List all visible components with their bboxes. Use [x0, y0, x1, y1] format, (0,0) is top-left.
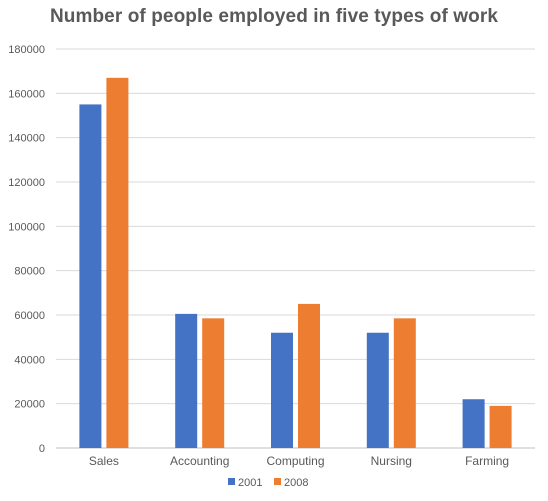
y-tick-label: 20000	[14, 399, 45, 411]
y-tick-label: 80000	[14, 266, 45, 278]
tick-labels: 0 20000 40000 60000 80000 100000 120000 140000 1…	[8, 44, 509, 468]
bar-computing-2001	[271, 332, 293, 448]
y-tick-label: 140000	[8, 133, 45, 145]
bar-sales-2001	[79, 104, 102, 449]
x-tick-label: Nursing	[371, 454, 412, 468]
y-tick-label: 40000	[14, 354, 45, 366]
x-tick-label: Accounting	[170, 454, 229, 468]
gridlines	[56, 48, 535, 405]
bars	[79, 77, 512, 449]
bar-farming-2008	[489, 405, 512, 448]
bar-nursing-2001	[366, 332, 389, 448]
bar-accounting-2008	[202, 318, 225, 448]
x-tick-label: Sales	[89, 454, 119, 468]
y-tick-label: 60000	[14, 310, 45, 322]
y-tick-label: 120000	[8, 177, 45, 189]
legend-swatch	[228, 478, 235, 485]
y-tick-label: 100000	[8, 221, 45, 233]
y-tick-label: 0	[39, 443, 45, 455]
bar-farming-2001	[462, 399, 485, 448]
legend-swatch	[274, 478, 281, 485]
bar-computing-2008	[298, 303, 320, 448]
legend-label: 2001	[238, 477, 262, 489]
chart-title: Number of people employed in five types …	[49, 6, 499, 27]
x-tick-label: Farming	[465, 454, 509, 468]
legend: 2001 2008	[228, 477, 308, 489]
bar-sales-2008	[106, 77, 129, 449]
bar-nursing-2008	[393, 318, 416, 448]
y-tick-label: 180000	[8, 44, 45, 56]
y-tick-label: 160000	[8, 88, 45, 100]
bar-accounting-2001	[175, 313, 198, 448]
x-tick-label: Computing	[266, 454, 324, 468]
legend-label: 2008	[284, 477, 308, 489]
